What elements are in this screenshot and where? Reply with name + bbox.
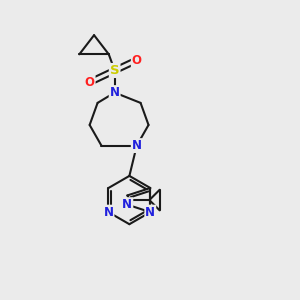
Text: N: N — [110, 86, 120, 99]
Text: O: O — [85, 76, 94, 89]
Text: O: O — [132, 54, 142, 67]
Text: S: S — [110, 64, 119, 77]
Text: N: N — [145, 206, 155, 219]
Text: N: N — [122, 198, 132, 211]
Text: N: N — [103, 206, 113, 219]
Text: N: N — [132, 139, 142, 152]
